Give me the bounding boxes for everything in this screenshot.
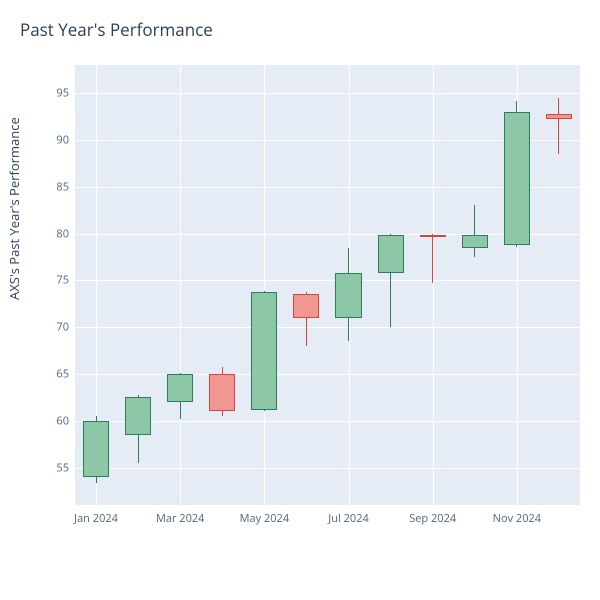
gridline-v bbox=[433, 65, 434, 505]
x-tick-label: Sep 2024 bbox=[409, 505, 456, 526]
y-axis-label: AXS's Past Year's Performance bbox=[5, 117, 23, 300]
y-tick-label: 80 bbox=[56, 226, 75, 241]
chart-title: Past Year's Performance bbox=[20, 18, 213, 41]
y-tick-label: 60 bbox=[56, 413, 75, 428]
x-tick-label: May 2024 bbox=[240, 505, 290, 526]
candle-body bbox=[125, 397, 151, 434]
y-tick-label: 90 bbox=[56, 132, 75, 147]
gridline-h bbox=[75, 374, 580, 375]
gridline-v bbox=[180, 65, 181, 505]
gridline-h bbox=[75, 468, 580, 469]
gridline-h bbox=[75, 327, 580, 328]
plot-area: 556065707580859095Jan 2024Mar 2024May 20… bbox=[75, 65, 580, 505]
candle-body bbox=[335, 273, 361, 318]
chart-container: Past Year's Performance AXS's Past Year'… bbox=[0, 0, 600, 600]
candle-body bbox=[209, 374, 235, 411]
candle-body bbox=[251, 292, 277, 410]
x-tick-label: Jan 2024 bbox=[74, 505, 118, 526]
y-tick-label: 75 bbox=[56, 273, 75, 288]
candle-body bbox=[167, 374, 193, 402]
x-tick-label: Jul 2024 bbox=[328, 505, 369, 526]
y-tick-label: 65 bbox=[56, 366, 75, 381]
candle-body bbox=[378, 235, 404, 272]
y-tick-label: 95 bbox=[56, 86, 75, 101]
y-tick-label: 85 bbox=[56, 179, 75, 194]
x-tick-label: Mar 2024 bbox=[156, 505, 205, 526]
y-tick-label: 70 bbox=[56, 320, 75, 335]
candle-wick bbox=[432, 234, 433, 283]
candle-body bbox=[504, 112, 530, 245]
candle-body bbox=[83, 421, 109, 477]
x-tick-label: Nov 2024 bbox=[493, 505, 541, 526]
y-tick-label: 55 bbox=[56, 460, 75, 475]
gridline-h bbox=[75, 93, 580, 94]
gridline-v bbox=[264, 65, 265, 505]
candle-body bbox=[546, 114, 572, 120]
gridline-h bbox=[75, 280, 580, 281]
candle-wick bbox=[474, 205, 475, 256]
candle-wick bbox=[558, 98, 559, 154]
candle-body bbox=[293, 294, 319, 317]
candle-body bbox=[420, 235, 446, 237]
candle-body bbox=[462, 235, 488, 247]
